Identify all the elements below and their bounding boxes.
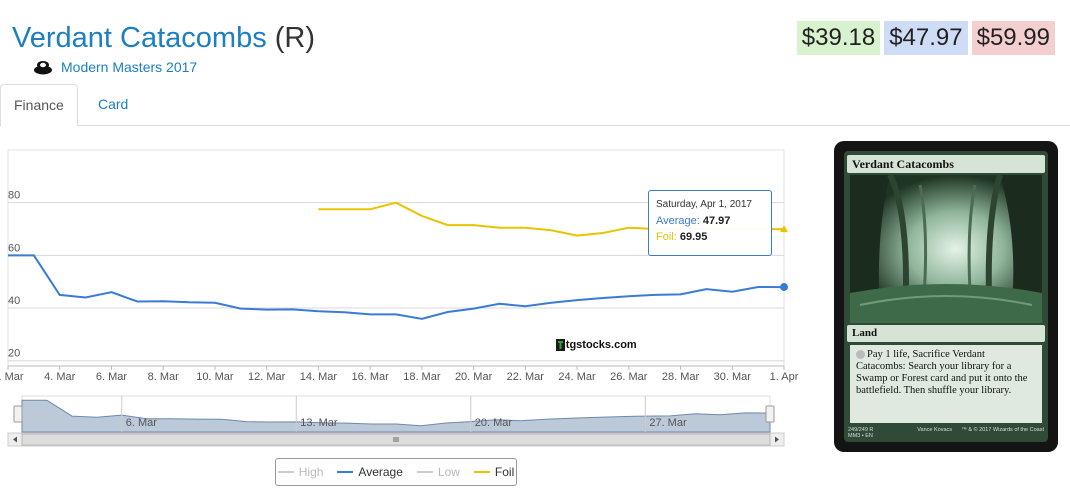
y-tick-label-80: 80 — [8, 190, 20, 202]
y-tick-label-60: 60 — [8, 242, 20, 254]
price-average: $47.97 — [884, 21, 968, 55]
series-line-average — [8, 254, 785, 320]
legend-line-high — [277, 471, 294, 473]
card-title-bar: Verdant Catacombs — [847, 155, 1045, 173]
legend-line-low — [416, 471, 433, 473]
tooltip-foil-label: Foil: — [656, 231, 677, 243]
price-low: $39.18 — [796, 21, 881, 55]
y-tick-label-40: 40 — [8, 295, 20, 307]
x-tick-label: 6. Mar — [96, 371, 128, 383]
tooltip-foil-value: 69.95 — [679, 231, 708, 243]
tooltip-average-label: Average: — [656, 215, 700, 227]
navigator-label: 13. Mar — [300, 417, 338, 429]
card-collector-number: 249/249 R — [848, 427, 874, 433]
chart-canvas: 20 40 60 80 2. Mar 4. Mar 6. Mar 8. Mar 10. Mar 1… — [0, 149, 799, 447]
price-summary: $39.18 $47.97 $59.99 — [796, 21, 1055, 55]
card-frame: Verdant Catacombs Land Pay 1 life, Sacri… — [844, 151, 1048, 442]
scroll-left-icon[interactable] — [13, 436, 17, 443]
x-tick-label: 28. Mar — [662, 371, 700, 383]
card-artist: Vance Kovacs — [917, 427, 953, 433]
navigator-handle-left[interactable] — [13, 405, 23, 423]
average-marker — [780, 283, 788, 292]
x-tick-label: 18. Mar — [403, 371, 441, 383]
legend-line-average — [337, 471, 354, 473]
tooltip-date: Saturday, Apr 1, 2017 — [656, 199, 752, 210]
navigator-handle-right[interactable] — [765, 405, 775, 423]
set-link[interactable]: Modern Masters 2017 — [61, 59, 198, 75]
x-tick-label: 8. Mar — [148, 371, 180, 383]
tab-bar: Finance Card — [0, 84, 1070, 127]
x-tick-label: 4. Mar — [44, 371, 76, 383]
x-tick-label: 26. Mar — [610, 371, 648, 383]
legend-item-foil[interactable]: Foil — [473, 465, 515, 479]
set-row: Modern Masters 2017 — [33, 57, 197, 77]
x-tick-label: 20. Mar — [455, 371, 493, 383]
x-tick-label: 10. Mar — [196, 371, 234, 383]
navigator-label: 20. Mar — [475, 417, 513, 429]
card-copyright: ™ & © 2017 Wizards of the Coast — [961, 427, 1044, 433]
tab-card[interactable]: Card — [98, 96, 129, 112]
x-tick-label: 30. Mar — [714, 371, 752, 383]
navigator-label: 6. Mar — [126, 417, 158, 429]
legend-label-average: Average — [358, 465, 403, 479]
legend-label-foil: Foil — [494, 465, 515, 479]
legend-item-high[interactable]: High — [277, 465, 324, 479]
price-high: $59.99 — [971, 21, 1055, 55]
x-tick-label: 12. Mar — [248, 371, 286, 383]
price-chart: 20 40 60 80 2. Mar 4. Mar 6. Mar 8. Mar 10. Mar 1… — [0, 140, 800, 493]
card-name-title: Verdant Catacombs — [12, 22, 267, 54]
chart-legend: High Average Low Foil — [275, 458, 517, 486]
mtg-card-image: Verdant Catacombs Land Pay 1 life, Sacri… — [834, 141, 1058, 452]
tab-finance[interactable]: Finance — [0, 84, 78, 127]
x-tick-label: 2. Mar — [0, 371, 24, 383]
watermark-text: mtgstocks.com — [556, 339, 637, 351]
legend-label-low: Low — [437, 465, 460, 479]
card-rules-text: Pay 1 life, Sacrifice Verdant Catacombs:… — [850, 345, 1042, 423]
rarity-label: (R) — [274, 22, 316, 54]
x-tick-label: 16. Mar — [351, 371, 389, 383]
card-type-line: Land — [847, 325, 1045, 342]
legend-item-average[interactable]: Average — [337, 465, 403, 479]
navigator-series-area — [21, 399, 771, 433]
legend-item-low[interactable]: Low — [416, 465, 460, 479]
x-tick-label: 22. Mar — [507, 371, 545, 383]
x-tick-label: 1. Apr — [770, 371, 799, 383]
legend-label-high: High — [298, 465, 324, 479]
navigator-label: 27. Mar — [649, 417, 687, 429]
foil-marker — [780, 225, 788, 233]
tap-symbol-icon — [856, 350, 865, 360]
mtgstocks-watermark: mtgstocks.com — [556, 339, 637, 351]
x-tick-label: 14. Mar — [300, 371, 338, 383]
card-set-line: MM3 • EN — [848, 433, 873, 439]
card-rules-text-body: Pay 1 life, Sacrifice Verdant Catacombs:… — [856, 349, 1028, 396]
card-footer: 249/249 R MM3 • EN Vance Kovacs ™ & © 20… — [848, 427, 1044, 439]
set-symbol-icon — [34, 61, 52, 75]
x-tick-label: 24. Mar — [558, 371, 596, 383]
legend-line-foil — [473, 471, 490, 473]
chart-tooltip: Saturday, Apr 1, 2017 Average: 47.97 Foi… — [648, 190, 772, 256]
plot-area — [7, 149, 785, 367]
page-title: Verdant Catacombs (R) — [12, 18, 315, 58]
scroll-right-icon[interactable] — [775, 436, 779, 443]
mtgstocks-logo-icon — [556, 339, 565, 351]
tooltip-average-value: 47.97 — [702, 215, 731, 227]
y-tick-label-20: 20 — [8, 348, 20, 360]
card-art-forest-icon — [850, 175, 1042, 323]
